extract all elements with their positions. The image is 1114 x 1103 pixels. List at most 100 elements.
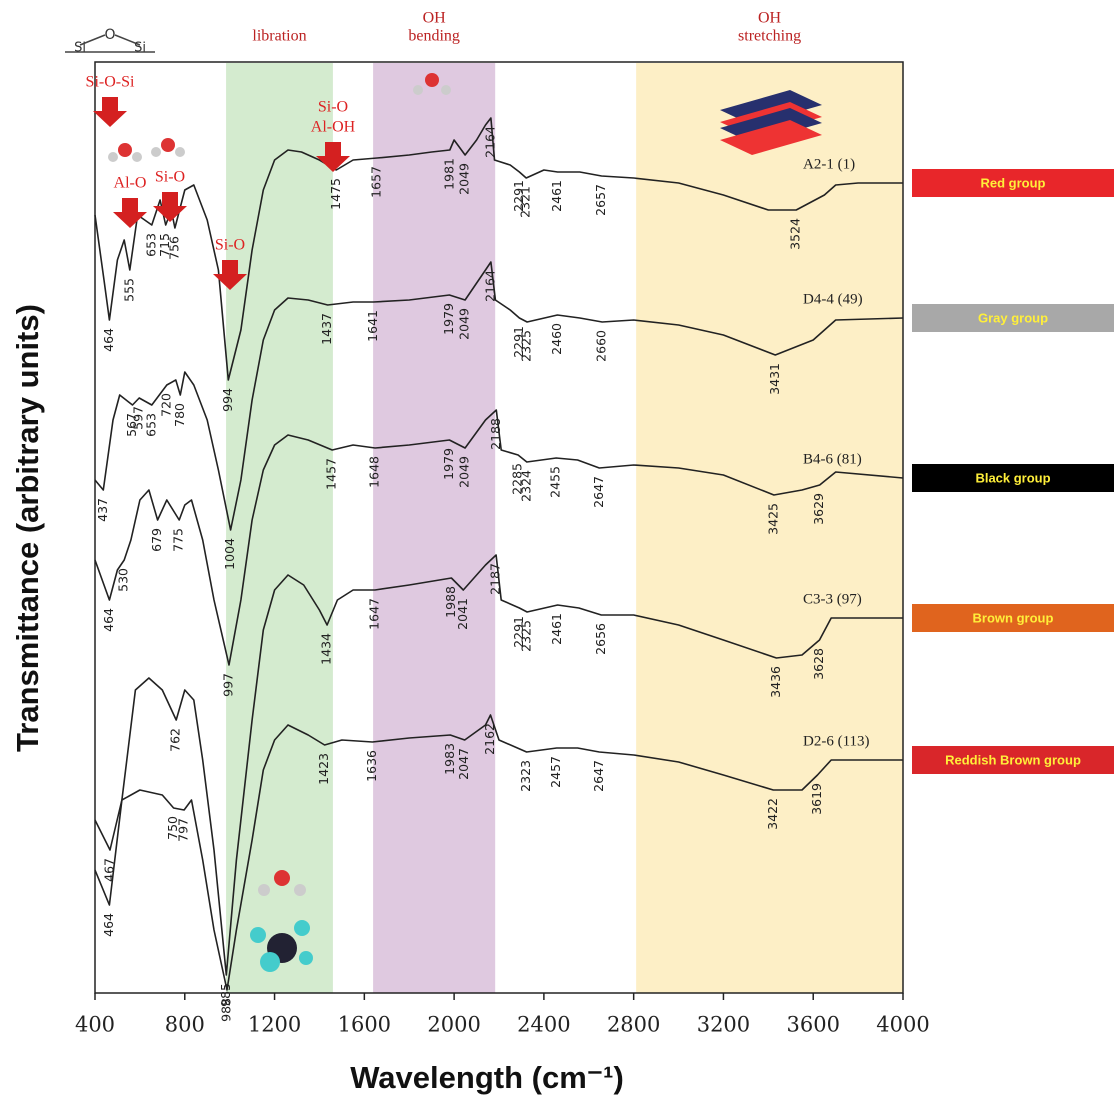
peak-label: 762 — [168, 728, 183, 752]
peak-label: 2187 — [488, 563, 503, 595]
group-label: Black group — [975, 470, 1050, 485]
annotation: Al-O — [114, 175, 147, 192]
peak-label: 464 — [101, 608, 116, 632]
peak-label: 715 — [157, 233, 172, 257]
arrow — [316, 142, 350, 172]
peak-label: 653 — [143, 413, 158, 437]
peak-label: 2324 — [518, 470, 533, 502]
peak-label: 1648 — [367, 456, 382, 488]
spectrum-line — [94, 554, 903, 976]
peak-label: 2188 — [488, 418, 503, 450]
band-label: stretching — [738, 28, 801, 45]
peak-label: 2291 — [511, 326, 526, 358]
peak-label: 2647 — [591, 476, 606, 508]
peak-label: 2323 — [518, 760, 533, 792]
annotation: Al-OH — [311, 119, 356, 136]
peak-label: 530 — [116, 568, 131, 592]
x-tick-label: 2800 — [607, 1013, 660, 1037]
peak-label: 3629 — [811, 493, 826, 525]
peak-label: 2660 — [594, 330, 609, 362]
annotations: Si-O-Si Al-O Si-O Si-O Si-O Al-OH — [86, 74, 356, 290]
peak-label: 1647 — [366, 598, 381, 630]
peak-label: 2325 — [519, 620, 534, 652]
band — [373, 63, 496, 993]
peak-label: 1979 — [441, 448, 456, 480]
peak-label: 756 — [166, 236, 181, 260]
peak-label: 597 — [131, 406, 146, 430]
series-label: C3-3 (97) — [803, 591, 862, 607]
band — [636, 63, 903, 993]
peak-label: 2461 — [549, 180, 564, 212]
octahedron-icon — [250, 920, 313, 972]
spectrum-line — [94, 714, 903, 991]
peak-label: 2457 — [548, 756, 563, 788]
peak-label: 464 — [101, 328, 116, 352]
peak-label: 1423 — [316, 753, 331, 785]
peak-label: 1004 — [222, 538, 237, 570]
arrow — [93, 97, 127, 127]
peak-label: 2049 — [457, 456, 472, 488]
peak-label: 555 — [121, 278, 136, 302]
peak-label: 3422 — [765, 798, 780, 830]
peak-label: 2460 — [549, 323, 564, 355]
layers-icon — [720, 90, 822, 155]
group-box — [912, 169, 1114, 197]
peak-label: 2285 — [510, 463, 525, 495]
peak-label: 2325 — [519, 330, 534, 362]
band-label: OH — [758, 10, 782, 27]
annotation: Si-O — [318, 99, 348, 116]
group-box — [912, 604, 1114, 632]
group-label: Reddish Brown group — [945, 752, 1081, 767]
peak-label: 1979 — [441, 303, 456, 335]
peak-label: 1475 — [328, 178, 343, 210]
x-axis-title: Wavelength (cm⁻¹) — [350, 1060, 624, 1095]
band — [226, 63, 333, 993]
band-label: OH — [423, 10, 447, 27]
peak-label: 2162 — [482, 723, 497, 755]
x-tick-label: 2000 — [427, 1013, 480, 1037]
arrow — [213, 260, 247, 290]
series-label: B4-6 (81) — [803, 451, 862, 467]
bands — [226, 63, 903, 993]
siloxane-icon: O Si Si — [65, 27, 155, 56]
group-label: Red group — [981, 175, 1046, 190]
svg-text:Si: Si — [134, 41, 146, 56]
series-label: D2-6 (113) — [803, 733, 870, 749]
peak-label: 997 — [220, 673, 235, 697]
peak-label: 464 — [101, 913, 116, 937]
series-label: D4-4 (49) — [803, 291, 863, 307]
peak-label: 2041 — [455, 598, 470, 630]
x-tick-label: 3600 — [786, 1013, 839, 1037]
peak-label: 2455 — [548, 466, 563, 498]
peak-label: 1437 — [319, 313, 334, 345]
peak-label: 567 — [124, 413, 139, 437]
water-icon — [108, 73, 451, 896]
peak-label: 1981 — [441, 158, 456, 190]
x-tick-label: 3200 — [697, 1013, 750, 1037]
x-tick-label: 1600 — [338, 1013, 391, 1037]
peak-label: 437 — [95, 498, 110, 522]
peak-label: 679 — [149, 528, 164, 552]
peak-label: 775 — [171, 528, 186, 552]
peak-label: 2321 — [518, 186, 533, 218]
peak-label: 1657 — [369, 166, 384, 198]
annotation: Si-O-Si — [86, 74, 135, 91]
annotation: Si-O — [155, 169, 185, 186]
group-box — [912, 304, 1114, 332]
peak-label: 2291 — [511, 180, 526, 212]
x-tick-label: 4000 — [876, 1013, 929, 1037]
peak-label: 467 — [102, 858, 117, 882]
peak-label: 2049 — [457, 163, 472, 195]
peak-label: 3524 — [788, 218, 803, 250]
svg-text:Si: Si — [74, 41, 86, 56]
peak-label: 3436 — [768, 666, 783, 698]
peak-label: 2656 — [593, 623, 608, 655]
peak-label: 2461 — [549, 613, 564, 645]
x-tick-label: 2400 — [517, 1013, 570, 1037]
peak-label: 1434 — [319, 633, 334, 665]
arrow — [113, 198, 147, 228]
group-label: Gray group — [978, 310, 1048, 325]
peak-label: 988 — [218, 998, 233, 1022]
